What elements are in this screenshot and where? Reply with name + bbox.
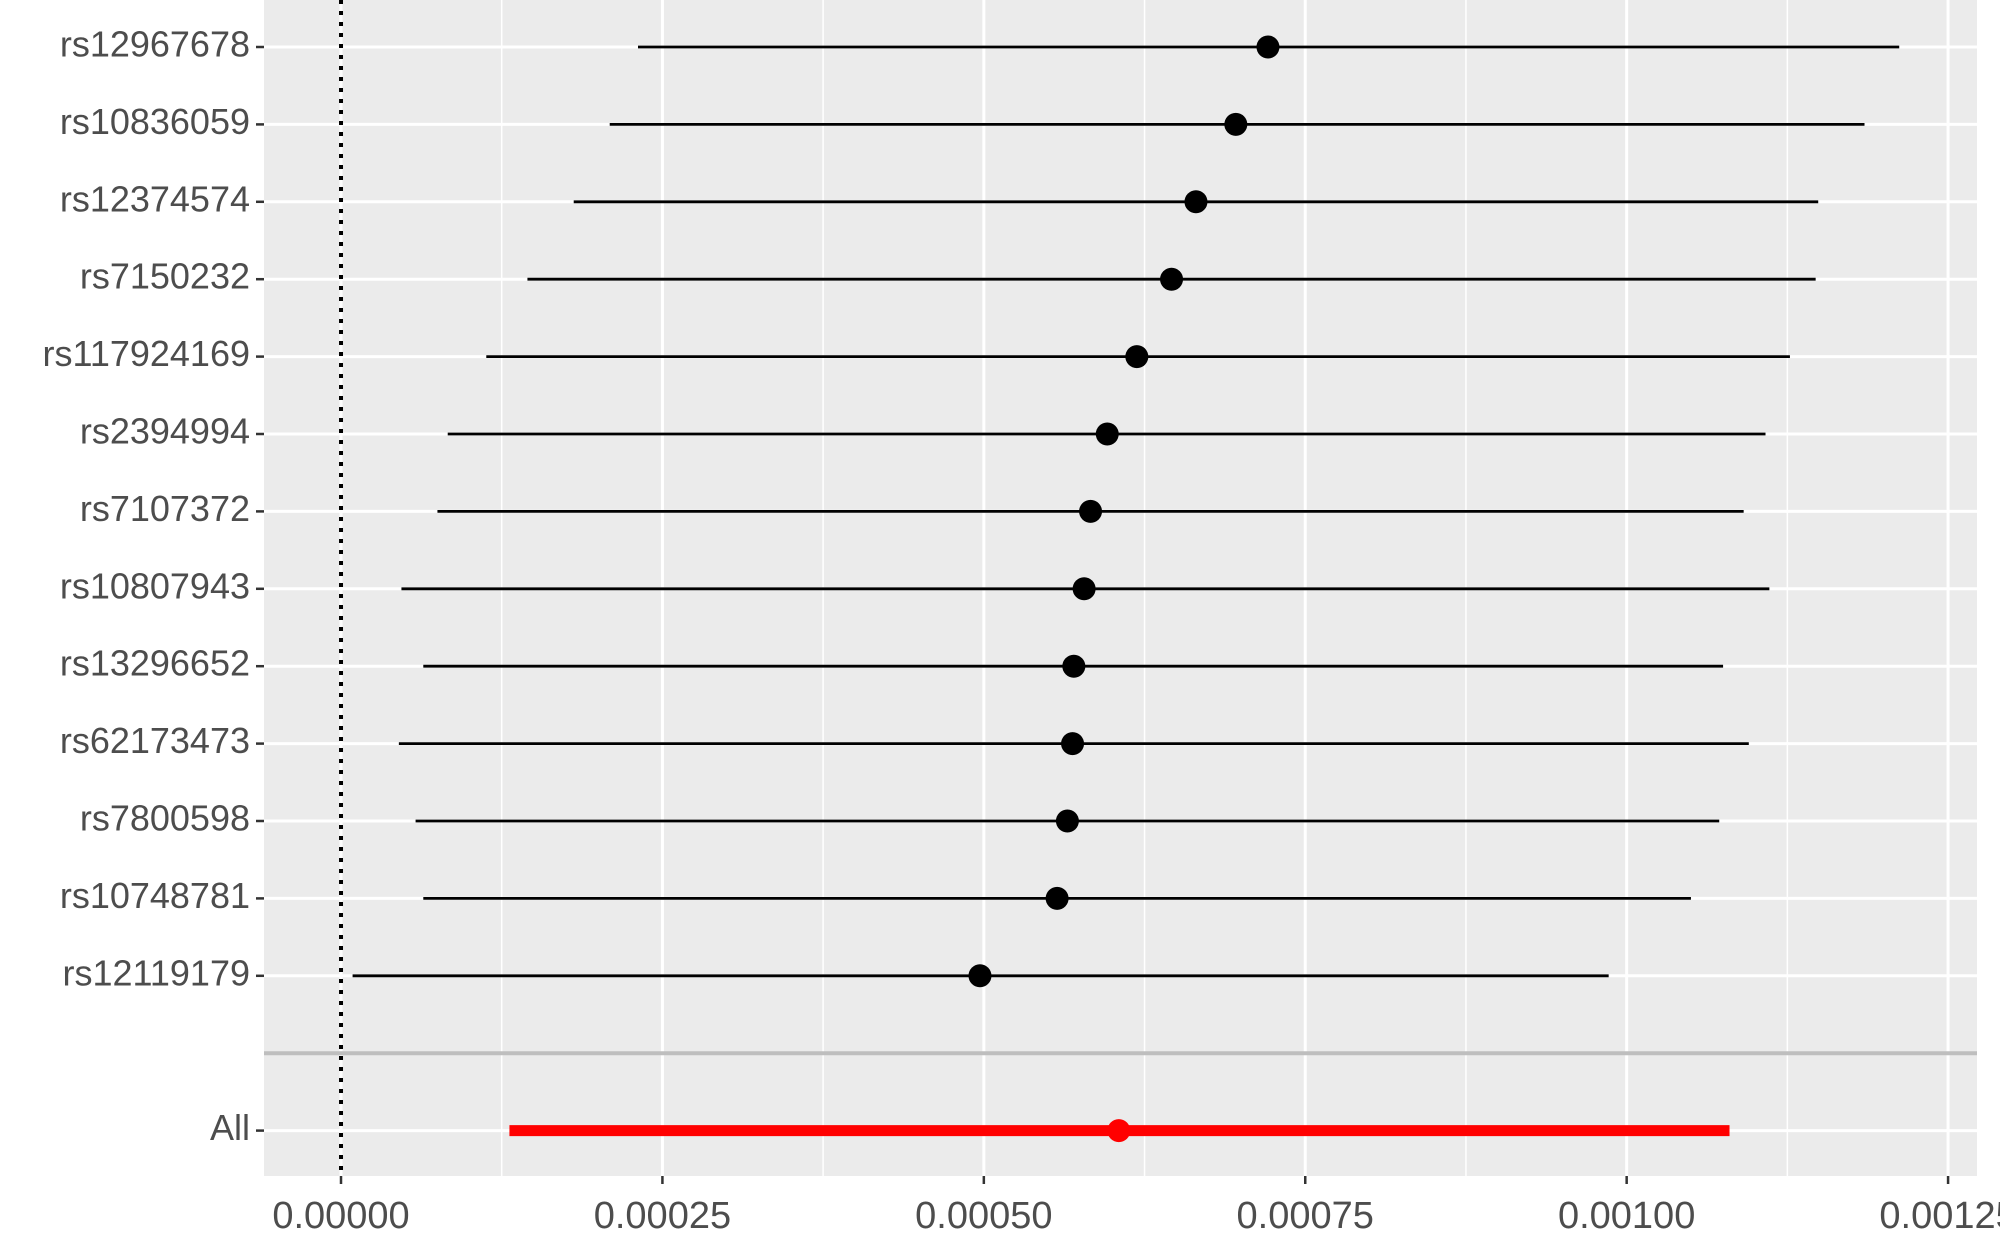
point <box>1224 112 1248 136</box>
y-tick-label: rs10836059 <box>60 101 250 142</box>
x-tick-label: 0.00025 <box>594 1195 731 1237</box>
x-tick-label: 0.00050 <box>915 1195 1052 1237</box>
y-tick-label: rs10748781 <box>60 875 250 916</box>
y-tick-label: rs7150232 <box>80 256 250 297</box>
point <box>1055 809 1079 833</box>
x-tick-label: 0.00125 <box>1879 1195 2000 1237</box>
point <box>1045 886 1069 910</box>
point <box>968 964 992 988</box>
point <box>1184 190 1208 214</box>
summary-point <box>1107 1119 1131 1143</box>
point <box>1125 345 1149 369</box>
y-tick-label: rs7800598 <box>80 798 250 839</box>
y-tick-label: rs13296652 <box>60 643 250 684</box>
x-tick-label: 0.00100 <box>1558 1195 1695 1237</box>
y-tick-label: rs117924169 <box>42 333 250 374</box>
y-tick-label: rs62173473 <box>60 720 250 761</box>
y-tick-label: rs12374574 <box>60 178 250 219</box>
y-tick-label: rs7107372 <box>80 488 250 529</box>
point <box>1061 732 1085 756</box>
x-tick-label: 0.00075 <box>1237 1195 1374 1237</box>
point <box>1072 577 1096 601</box>
y-tick-label: rs12119179 <box>63 952 251 993</box>
point <box>1160 267 1184 291</box>
y-tick-label: rs2394994 <box>80 411 250 452</box>
point <box>1062 654 1086 678</box>
point <box>1095 422 1119 446</box>
x-tick-label: 0.00000 <box>272 1195 409 1237</box>
point <box>1079 499 1103 523</box>
y-tick-label: rs10807943 <box>60 565 250 606</box>
y-tick-label: rs12967678 <box>60 24 250 65</box>
y-tick-label: All <box>210 1107 250 1148</box>
point <box>1256 35 1280 59</box>
